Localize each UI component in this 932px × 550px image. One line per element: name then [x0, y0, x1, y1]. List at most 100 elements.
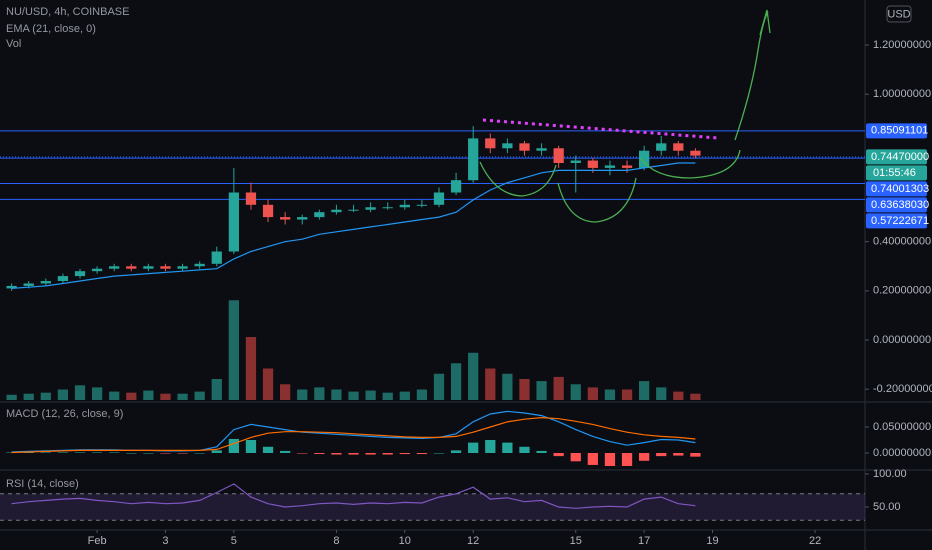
- macd-histogram-bar: [536, 450, 547, 453]
- currency-button-frame[interactable]: [886, 5, 912, 23]
- volume-bar: [40, 392, 51, 400]
- countdown: 01:55:46: [873, 167, 916, 179]
- macd-histogram-bar: [280, 450, 291, 453]
- price-label: 0.74001303: [871, 183, 929, 195]
- volume-bar: [690, 393, 701, 400]
- candle-body: [587, 160, 598, 168]
- macd-histogram-bar: [57, 452, 69, 453]
- currency-button[interactable]: USD: [886, 5, 912, 23]
- price-label: 0.85091101: [871, 125, 928, 137]
- volume-bar: [587, 387, 598, 400]
- arrow-drawing: [734, 9, 771, 141]
- price-label-box: [866, 149, 927, 165]
- currency-label[interactable]: USD: [887, 8, 910, 20]
- x-tick-label: 19: [706, 535, 718, 547]
- price-label: 0.63638030: [871, 199, 929, 211]
- vol-legend: Vol: [6, 38, 21, 50]
- volume-bar: [468, 352, 479, 400]
- macd-histogram-bar: [331, 452, 342, 455]
- macd-histogram-bar: [211, 450, 222, 453]
- volume-bar: [382, 392, 393, 400]
- candle-body: [23, 283, 34, 286]
- candle-body: [91, 268, 103, 272]
- candle-body: [314, 212, 325, 218]
- macd-histogram-bar: [126, 452, 137, 454]
- macd-histogram-bar: [382, 452, 393, 455]
- volume-bar: [245, 337, 257, 400]
- candle-body: [297, 217, 308, 220]
- candle-body: [126, 266, 137, 269]
- volume-bar: [331, 389, 342, 400]
- macd-line: [11, 416, 696, 454]
- volume-bar: [228, 300, 239, 400]
- candle-body: [416, 204, 428, 206]
- y-tick-label: 0.40000000: [873, 236, 931, 248]
- macd-histogram-bar: [228, 438, 239, 453]
- candle-body: [194, 263, 205, 267]
- volume-bar: [485, 368, 496, 400]
- candle-body: [109, 266, 120, 269]
- macd-histogram-bar: [570, 452, 581, 462]
- macd-legend: MACD (12, 26, close, 9): [6, 408, 123, 420]
- volume-bar: [639, 381, 650, 400]
- macd-histogram-bar: [656, 452, 667, 457]
- volume-bar: [57, 389, 69, 400]
- macd-histogram-bar: [399, 452, 410, 455]
- volume-bar: [656, 387, 667, 400]
- macd-histogram-bar: [639, 452, 650, 461]
- volume-bar: [399, 391, 410, 400]
- ema-legend: EMA (21, close, 0): [6, 23, 96, 35]
- volume-bar: [621, 389, 633, 400]
- candle-body: [519, 143, 530, 151]
- trend-drawing: [482, 118, 719, 140]
- candle-body: [365, 207, 376, 210]
- volume-bar: [211, 379, 222, 400]
- candle-body: [621, 165, 633, 168]
- volume-bar: [6, 394, 17, 400]
- plot-layer: 0.05000000 0.00000000 100.00 50.00 1.2000000…: [0, 39, 932, 547]
- volume-bar: [297, 389, 308, 400]
- macd-histogram-bar: [91, 452, 103, 453]
- x-tick-label: 22: [809, 535, 821, 547]
- x-tick-label: 10: [399, 535, 411, 547]
- candle-body: [245, 192, 257, 205]
- volume-bar: [177, 393, 188, 400]
- candle-body: [690, 150, 701, 156]
- price-label-box: [866, 181, 927, 197]
- macd-histogram-bar: [416, 452, 428, 455]
- candle-body: [57, 276, 69, 282]
- macd-histogram-bar: [365, 452, 376, 455]
- macd-histogram-bar: [450, 450, 462, 453]
- macd-histogram-bar: [160, 452, 171, 454]
- volume-bar: [519, 379, 530, 400]
- candle-body: [399, 204, 410, 208]
- y-tick-label: 1.20000000: [873, 39, 931, 51]
- volume-bar: [280, 384, 291, 400]
- volume-bar: [74, 385, 86, 400]
- candle-body: [331, 209, 342, 213]
- volume-bar: [450, 363, 462, 400]
- macd-histogram-bar: [673, 452, 684, 456]
- candle-body: [570, 160, 581, 163]
- price-label-box: [866, 123, 927, 139]
- rsi-line: [11, 483, 696, 509]
- macd-histogram-bar: [245, 439, 257, 453]
- macd-histogram-bar: [604, 452, 616, 466]
- x-tick-label: Feb: [88, 535, 107, 547]
- price-label-box: [866, 213, 927, 229]
- y-tick-label: -0.20000000: [873, 383, 932, 395]
- candle-body: [262, 204, 274, 218]
- volume-bar: [91, 387, 103, 400]
- y-tick-label: 0.00000000: [873, 447, 931, 459]
- candle-body: [228, 192, 239, 252]
- x-tick-label: 5: [231, 535, 237, 547]
- candle-body: [673, 143, 684, 151]
- countdown-box: [866, 165, 927, 181]
- candle-body: [280, 217, 291, 220]
- candle-body: [6, 285, 17, 289]
- macd-histogram-bar: [690, 452, 701, 457]
- candle-body: [433, 192, 445, 205]
- ema-line: [11, 162, 696, 289]
- volume-bar: [502, 373, 513, 400]
